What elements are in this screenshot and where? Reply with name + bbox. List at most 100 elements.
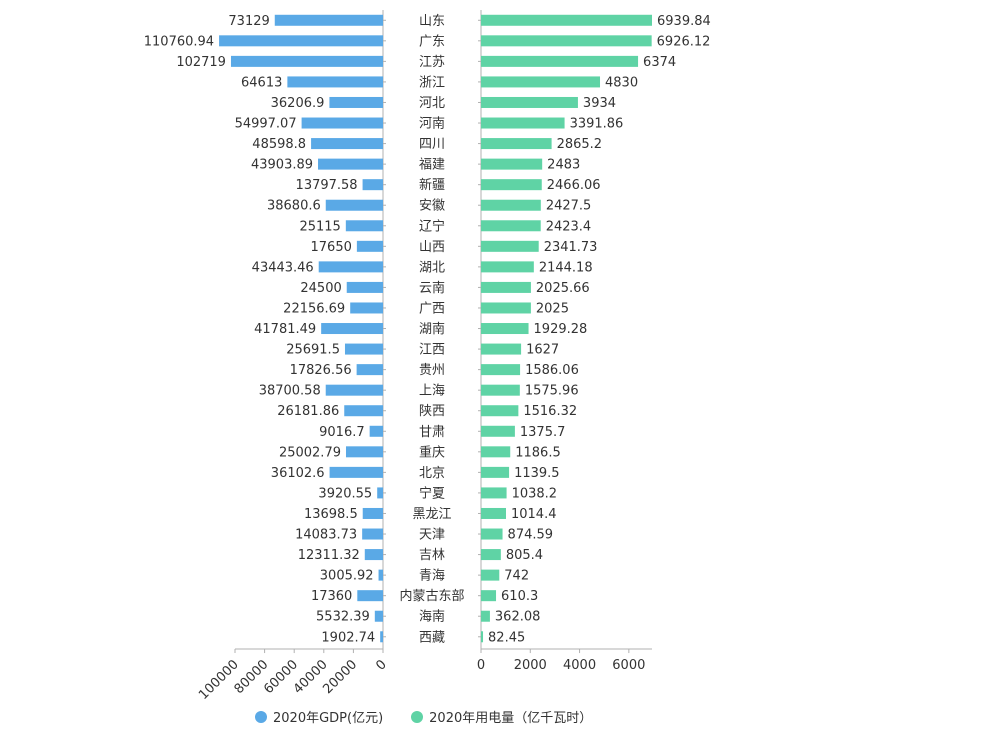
electricity-bar	[481, 76, 601, 88]
province-label: 新疆	[419, 177, 445, 193]
province-label: 青海	[419, 569, 445, 584]
legend-item-electricity[interactable]: 2020年用电量（亿千瓦时）	[411, 707, 592, 726]
electricity-bar	[481, 302, 531, 314]
electricity-bar	[481, 343, 522, 355]
electricity-bar	[481, 55, 639, 67]
gdp-value-label: 54997.07	[235, 117, 297, 132]
province-label: 西藏	[419, 630, 445, 645]
electricity-value-label: 1627	[526, 343, 559, 358]
electricity-axis-tick-label: 2000	[514, 658, 547, 673]
gdp-bar	[350, 302, 383, 314]
gdp-value-label: 25115	[299, 219, 340, 234]
gdp-value-label: 25691.5	[286, 343, 340, 358]
gdp-value-label: 38680.6	[267, 199, 321, 214]
gdp-value-label: 3005.92	[320, 569, 374, 584]
province-label: 河北	[419, 96, 445, 111]
gdp-value-label: 36206.9	[271, 96, 325, 111]
gdp-bar	[325, 199, 383, 211]
gdp-bar	[321, 323, 383, 335]
legend-label-gdp: 2020年GDP(亿元)	[273, 711, 384, 726]
gdp-value-label: 43443.46	[252, 260, 314, 275]
province-label: 陕西	[419, 404, 445, 419]
gdp-axis-tick-label: 20000	[320, 657, 360, 697]
gdp-bar	[345, 220, 383, 232]
electricity-axis-tick-label: 6000	[612, 658, 645, 673]
legend-item-gdp[interactable]: 2020年GDP(亿元)	[255, 707, 383, 726]
gdp-value-label: 17826.56	[290, 363, 352, 378]
electricity-value-label: 1038.2	[512, 486, 558, 501]
electricity-value-label: 1516.32	[523, 404, 577, 419]
province-label: 宁夏	[419, 485, 445, 501]
province-label: 海南	[419, 609, 445, 625]
electricity-value-label: 6939.84	[657, 14, 711, 29]
province-label: 内蒙古东部	[399, 588, 464, 604]
province-label: 天津	[419, 528, 445, 543]
gdp-value-label: 9016.7	[319, 425, 365, 440]
gdp-bar	[318, 158, 383, 170]
province-label: 山西	[419, 240, 445, 255]
province-label: 贵州	[419, 363, 445, 378]
electricity-bar	[481, 549, 501, 561]
electricity-value-label: 2427.5	[546, 199, 592, 214]
electricity-axis-tick-label: 0	[477, 658, 485, 673]
electricity-value-label: 6374	[643, 55, 676, 70]
gdp-bar	[362, 507, 383, 519]
electricity-bar	[481, 138, 552, 150]
electricity-bar	[481, 466, 510, 478]
electricity-bar	[481, 220, 541, 232]
chart-legend: 2020年GDP(亿元) 2020年用电量（亿千瓦时）	[255, 707, 592, 726]
gdp-bar	[301, 117, 383, 129]
electricity-bar	[481, 261, 534, 273]
gdp-value-label: 43903.89	[251, 158, 313, 173]
gdp-bar	[344, 343, 383, 355]
electricity-bar	[481, 96, 578, 108]
electricity-value-label: 82.45	[488, 630, 525, 645]
gdp-value-label: 41781.49	[254, 322, 316, 337]
province-label: 浙江	[419, 75, 445, 90]
province-label: 河南	[419, 116, 445, 132]
province-label: 江苏	[419, 54, 445, 70]
electricity-value-label: 2341.73	[544, 240, 598, 255]
electricity-value-label: 805.4	[506, 548, 543, 563]
electricity-bar	[481, 569, 500, 581]
gdp-value-label: 5532.39	[316, 610, 370, 625]
electricity-axis-tick-label: 4000	[563, 658, 596, 673]
gdp-value-label: 48598.8	[252, 137, 306, 152]
gdp-bar	[346, 281, 383, 293]
electricity-value-label: 742	[504, 569, 529, 584]
electricity-value-label: 1014.4	[511, 507, 556, 522]
electricity-bar	[481, 179, 542, 191]
province-label: 广西	[419, 301, 445, 316]
gdp-bar	[369, 425, 383, 437]
electricity-value-label: 1375.7	[520, 425, 566, 440]
gdp-value-label: 26181.86	[277, 404, 339, 419]
province-label: 辽宁	[419, 218, 445, 234]
electricity-bar	[481, 487, 507, 499]
gdp-value-label: 64613	[241, 75, 282, 90]
gdp-value-label: 25002.79	[279, 445, 341, 460]
electricity-bar	[481, 610, 490, 622]
legend-label-electricity: 2020年用电量（亿千瓦时）	[429, 711, 593, 726]
province-label: 黑龙江	[412, 507, 451, 522]
gdp-bar	[287, 76, 383, 88]
province-label: 重庆	[419, 444, 445, 460]
electricity-value-label: 1139.5	[514, 466, 560, 481]
electricity-bar	[481, 117, 565, 129]
electricity-value-label: 3934	[583, 96, 616, 111]
province-label: 福建	[419, 158, 445, 173]
electricity-value-label: 2466.06	[547, 178, 601, 193]
gdp-value-label: 38700.58	[259, 384, 321, 399]
legend-dot-electricity	[411, 710, 424, 723]
province-label: 湖南	[419, 321, 445, 337]
electricity-value-label: 4830	[605, 75, 638, 90]
electricity-bar	[481, 631, 484, 643]
gdp-bar	[329, 96, 383, 108]
province-label: 山东	[419, 14, 445, 29]
electricity-bar	[481, 528, 503, 540]
gdp-axis-tick-label: 0	[373, 657, 389, 673]
province-label: 云南	[419, 280, 445, 296]
electricity-bar	[481, 281, 531, 293]
electricity-bar	[481, 425, 515, 437]
province-label: 吉林	[419, 548, 445, 563]
gdp-bar	[274, 14, 383, 26]
